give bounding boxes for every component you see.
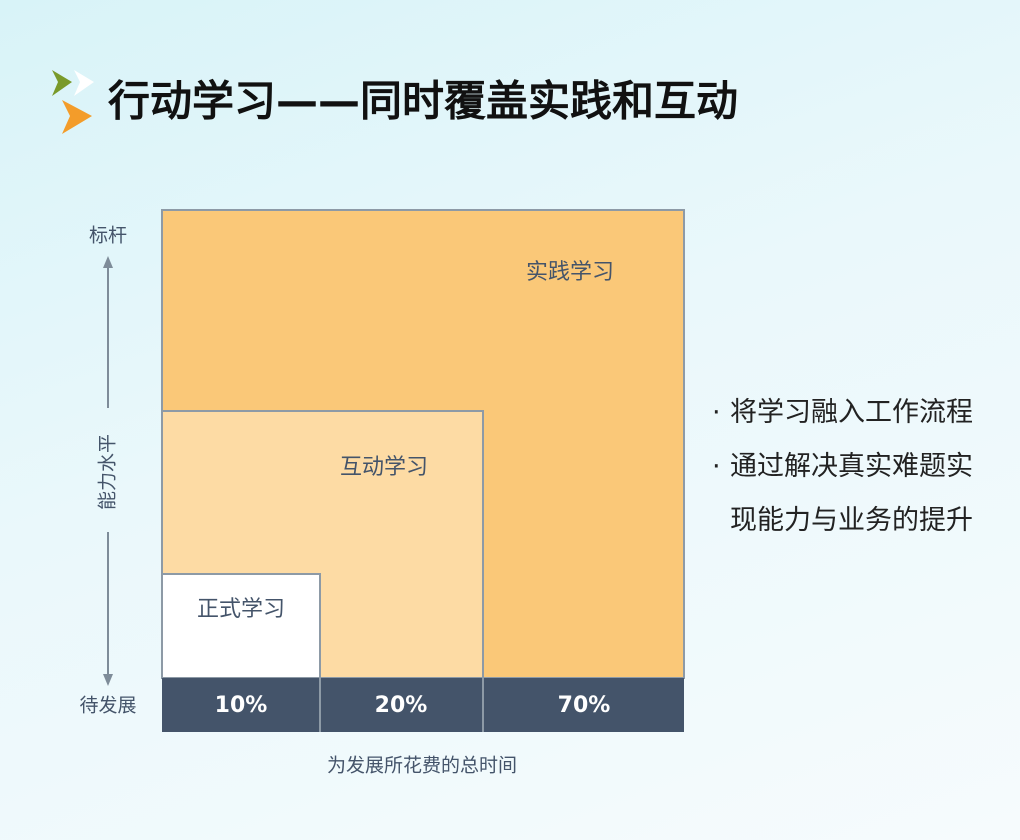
y-axis-bottom: 待发展 <box>79 695 136 717</box>
x-axis-label: 为发展所花费的总时间 <box>327 755 517 777</box>
block-share: 70% <box>558 693 611 718</box>
bullet: 通过解决真实难题实现能力与业务的提升 <box>712 440 995 548</box>
block-share: 10% <box>215 693 268 718</box>
block-label: 互动学习 <box>340 455 428 480</box>
block-share: 20% <box>375 693 428 718</box>
block-label: 正式学习 <box>197 597 285 622</box>
y-axis-top: 标杆 <box>89 225 127 247</box>
bullet-list: 将学习融入工作流程 通过解决真实难题实现能力与业务的提升 <box>712 386 995 548</box>
formal-block <box>161 573 321 679</box>
block-label: 实践学习 <box>526 260 614 285</box>
logo <box>52 70 94 134</box>
title: 行动学习——同时覆盖实践和互动 <box>108 77 738 126</box>
bullet: 将学习融入工作流程 <box>712 386 995 440</box>
y-axis-label: 能力水平 <box>97 434 119 510</box>
share-bar <box>162 678 684 732</box>
